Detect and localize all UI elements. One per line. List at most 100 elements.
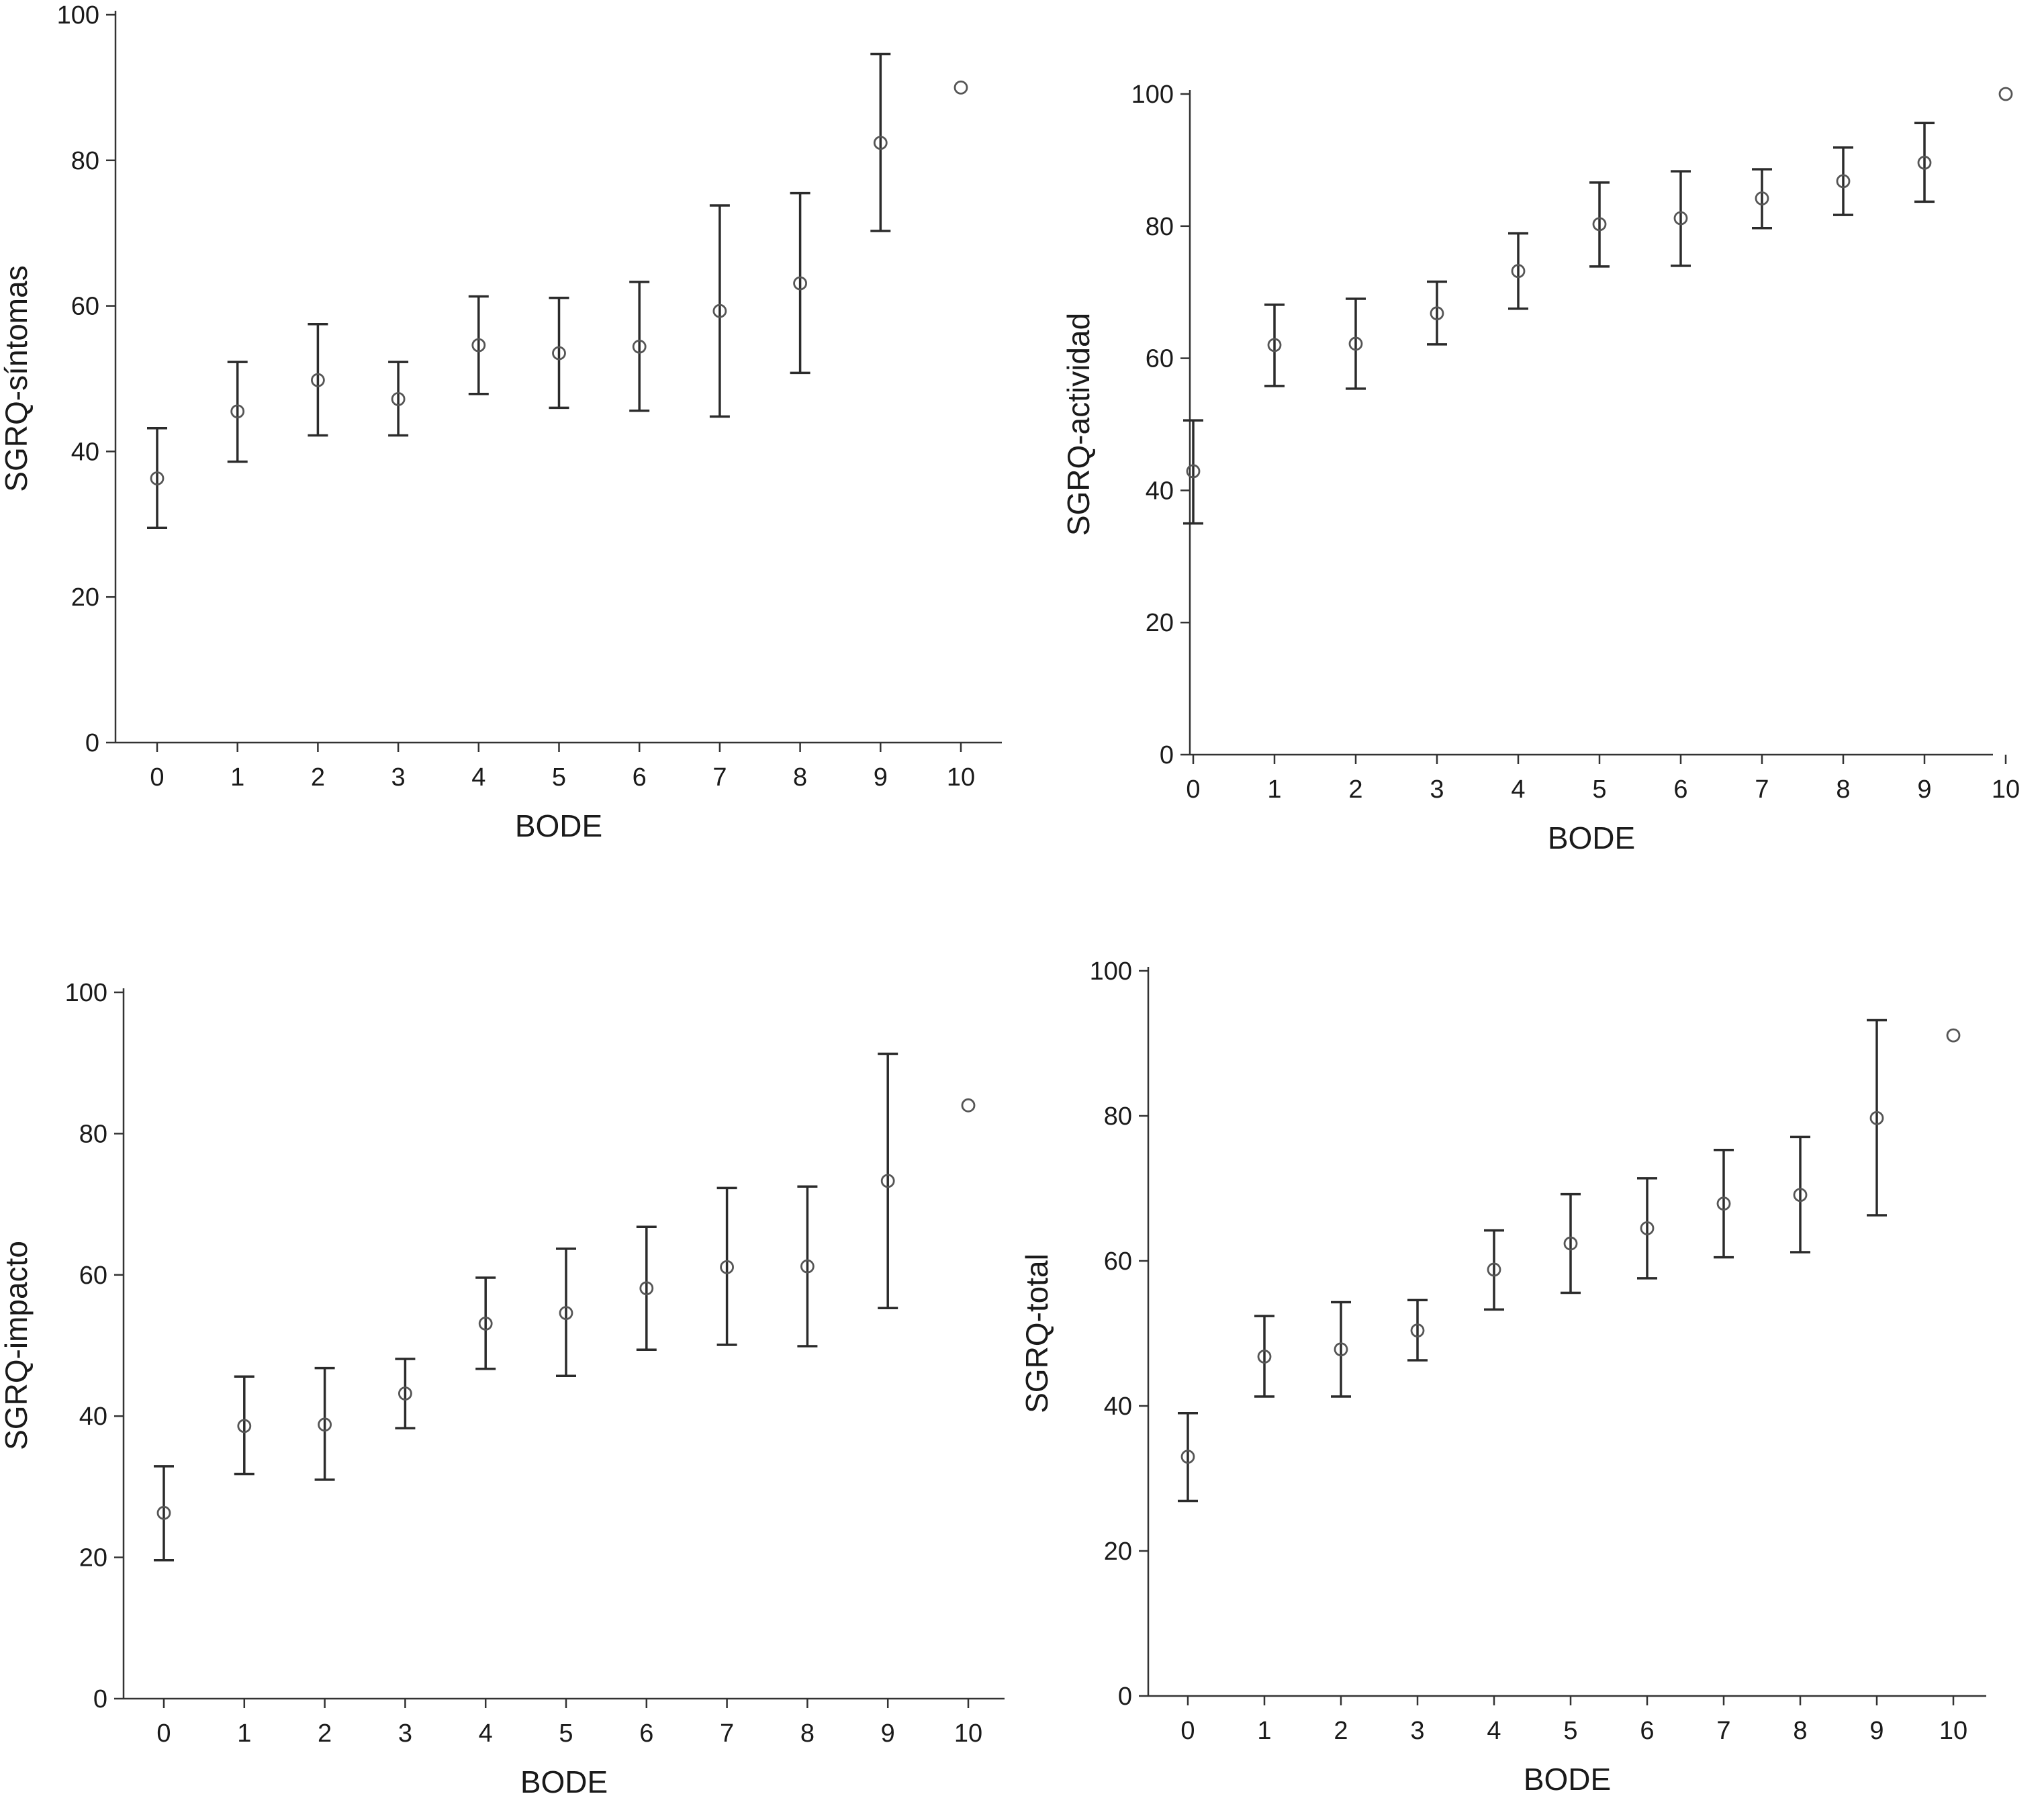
x-tick-label: 0 xyxy=(1180,1717,1195,1745)
mean-point xyxy=(150,471,165,485)
x-tick-label: 0 xyxy=(1186,775,1200,804)
mean-point xyxy=(1793,1188,1808,1202)
y-tick-label: 80 xyxy=(1146,213,1174,241)
x-tick-label: 6 xyxy=(1673,775,1687,804)
x-tick-label: 6 xyxy=(633,763,647,792)
mean-point xyxy=(1563,1236,1578,1251)
mean-point xyxy=(1267,338,1282,352)
mean-point xyxy=(156,1505,171,1520)
x-tick-label: 8 xyxy=(793,763,807,792)
mean-point xyxy=(1755,191,1769,205)
x-tick-label: 4 xyxy=(479,1719,493,1748)
mean-point xyxy=(1836,174,1851,189)
y-tick-label: 20 xyxy=(1104,1538,1132,1566)
x-tick-label: 1 xyxy=(1257,1717,1271,1745)
mean-point xyxy=(720,1260,734,1274)
x-tick-label: 3 xyxy=(1410,1717,1424,1745)
mean-point xyxy=(880,1174,895,1188)
x-tick-label: 2 xyxy=(318,1719,332,1748)
mean-point xyxy=(954,80,968,95)
y-axis-label: SGRQ-actividad xyxy=(1061,313,1096,536)
x-tick-label: 10 xyxy=(1939,1717,1967,1745)
mean-point xyxy=(1511,264,1526,279)
mean-point xyxy=(310,373,325,387)
y-tick-label: 80 xyxy=(1104,1102,1132,1131)
y-tick-label: 80 xyxy=(71,147,99,175)
y-axis-label: SGRQ-total xyxy=(1019,1254,1054,1413)
mean-point xyxy=(478,1316,493,1331)
mean-point xyxy=(398,1386,412,1401)
x-tick-label: 8 xyxy=(1836,775,1850,804)
mean-point xyxy=(1716,1196,1731,1211)
x-tick-label: 6 xyxy=(1640,1717,1654,1745)
mean-point xyxy=(639,1281,654,1296)
y-axis-label: SGRQ-impacto xyxy=(0,1241,34,1450)
x-axis-label: BODE xyxy=(520,1764,608,1794)
x-tick-label: 9 xyxy=(1917,775,1931,804)
mean-point xyxy=(1592,217,1607,232)
x-tick-label: 9 xyxy=(881,1719,895,1748)
y-tick-label: 60 xyxy=(79,1262,107,1290)
x-tick-label: 3 xyxy=(398,1719,412,1748)
y-tick-label: 20 xyxy=(79,1544,107,1572)
x-tick-label: 10 xyxy=(1992,775,2020,804)
x-tick-label: 1 xyxy=(1267,775,1281,804)
x-tick-label: 10 xyxy=(947,763,975,792)
x-tick-label: 4 xyxy=(1511,775,1525,804)
mean-point xyxy=(552,346,566,361)
mean-point xyxy=(559,1306,573,1321)
x-tick-label: 1 xyxy=(237,1719,251,1748)
y-tick-label: 0 xyxy=(1118,1683,1132,1711)
y-axis-label: SGRQ-síntomas xyxy=(0,265,34,491)
x-tick-label: 0 xyxy=(150,763,164,792)
x-tick-label: 7 xyxy=(720,1719,734,1748)
mean-point xyxy=(873,136,888,150)
mean-point xyxy=(1640,1221,1655,1235)
mean-point xyxy=(237,1419,252,1433)
x-tick-label: 7 xyxy=(712,763,727,792)
mean-point xyxy=(1673,211,1688,226)
mean-point xyxy=(1430,306,1444,321)
y-tick-label: 20 xyxy=(1146,609,1174,637)
x-tick-label: 2 xyxy=(1334,1717,1348,1745)
x-tick-label: 5 xyxy=(1563,1717,1577,1745)
mean-point xyxy=(712,303,727,318)
x-tick-label: 5 xyxy=(1592,775,1606,804)
y-tick-label: 60 xyxy=(1146,345,1174,373)
chart-panel-impacto: 0 20 40 60 80 100 0 1 2 3 4 5 6 7 8 9 10 BODE SGRQ-impacto xyxy=(0,979,1005,1794)
x-tick-label: 9 xyxy=(874,763,888,792)
x-axis-label: BODE xyxy=(515,808,602,843)
x-tick-label: 1 xyxy=(230,763,244,792)
mean-point xyxy=(632,339,647,354)
x-tick-label: 10 xyxy=(954,1719,982,1748)
x-axis-label: BODE xyxy=(1548,820,1635,855)
y-tick-label: 20 xyxy=(71,583,99,612)
x-tick-label: 0 xyxy=(156,1719,171,1748)
chart-panel-sintomas: 0 20 40 60 80 100 0 1 2 3 4 5 6 7 8 9 10 BODE SGRQ-síntoma… xyxy=(0,1,1002,843)
x-tick-label: 9 xyxy=(1869,1717,1884,1745)
x-tick-label: 3 xyxy=(391,763,406,792)
y-tick-label: 100 xyxy=(1090,957,1132,986)
chart-panel-actividad: 0 20 40 60 80 100 0 1 2 3 4 5 6 7 8 9 10 BODE SGRQ-activid… xyxy=(1061,81,2020,855)
y-tick-label: 60 xyxy=(1104,1247,1132,1276)
mean-point xyxy=(800,1259,815,1274)
x-tick-label: 5 xyxy=(559,1719,573,1748)
y-tick-label: 60 xyxy=(71,293,99,321)
mean-point xyxy=(318,1417,332,1432)
mean-point xyxy=(1487,1262,1501,1277)
x-tick-label: 8 xyxy=(800,1719,815,1748)
mean-point xyxy=(1257,1350,1272,1364)
mean-point xyxy=(1410,1323,1425,1338)
y-tick-label: 40 xyxy=(1104,1392,1132,1421)
mean-point xyxy=(961,1098,976,1113)
y-tick-label: 100 xyxy=(65,979,107,1007)
x-tick-label: 4 xyxy=(471,763,485,792)
mean-point xyxy=(793,276,807,291)
y-tick-label: 100 xyxy=(57,1,99,30)
mean-point xyxy=(1334,1342,1348,1357)
mean-point xyxy=(1180,1450,1195,1464)
mean-point xyxy=(1348,336,1363,351)
mean-point xyxy=(1186,464,1201,479)
x-tick-label: 6 xyxy=(639,1719,653,1748)
